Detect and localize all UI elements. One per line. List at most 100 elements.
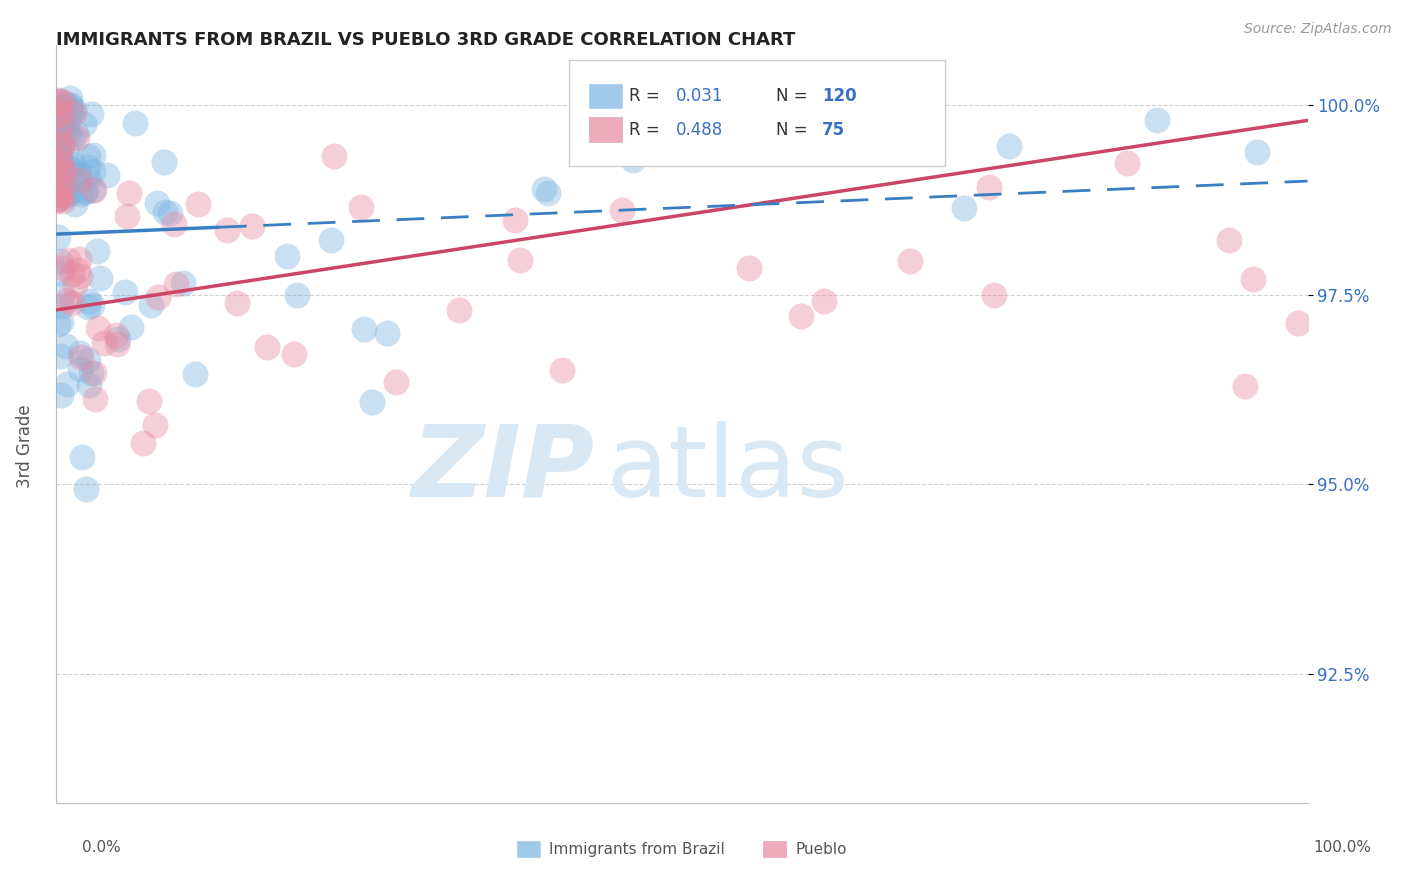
Point: [69, 172, 91, 186]
Point: [145, 196, 167, 211]
Point: [55, 293, 77, 308]
Point: [80, 107, 103, 121]
Point: [48, 171, 70, 186]
Point: [56, 144, 79, 158]
Point: [56, 178, 79, 192]
Point: [48, 116, 70, 130]
Point: [145, 418, 167, 433]
Point: [69, 187, 91, 202]
Point: [70, 350, 93, 364]
Point: [49, 190, 72, 204]
Point: [77, 293, 100, 308]
Point: [505, 213, 527, 227]
Text: 0.0%: 0.0%: [82, 840, 121, 855]
Point: [55, 165, 77, 179]
Point: [51, 114, 73, 128]
FancyBboxPatch shape: [569, 60, 945, 166]
Point: [59, 91, 82, 105]
Point: [159, 206, 181, 220]
Point: [45, 194, 67, 209]
Point: [84, 392, 107, 406]
Point: [1116, 156, 1139, 170]
Point: [60, 131, 83, 145]
Point: [124, 116, 146, 130]
Point: [65, 131, 87, 145]
Point: [55, 339, 77, 353]
Point: [790, 309, 813, 323]
Point: [59, 98, 82, 112]
Text: 0.488: 0.488: [676, 120, 723, 138]
Point: [51, 136, 73, 151]
Point: [48, 161, 70, 176]
Point: [51, 287, 73, 301]
Point: [77, 300, 100, 314]
Point: [350, 200, 373, 214]
Point: [48, 151, 70, 165]
Point: [45, 166, 67, 180]
Text: R =: R =: [630, 87, 665, 105]
Point: [322, 149, 344, 163]
Point: [977, 179, 1000, 194]
Point: [46, 154, 69, 169]
Point: [48, 160, 70, 174]
Point: [138, 393, 160, 408]
Point: [53, 186, 76, 201]
Point: [738, 260, 761, 275]
Point: [48, 138, 70, 153]
Point: [49, 144, 72, 158]
Text: 75: 75: [823, 120, 845, 138]
Point: [55, 96, 77, 111]
Text: 0.031: 0.031: [676, 87, 723, 105]
Text: 100.0%: 100.0%: [1313, 840, 1372, 855]
Point: [49, 109, 72, 123]
Point: [89, 271, 111, 285]
Point: [184, 367, 207, 381]
Point: [46, 171, 69, 186]
Point: [240, 219, 263, 234]
Point: [48, 188, 70, 202]
Point: [163, 217, 186, 231]
Point: [67, 252, 90, 266]
Point: [48, 151, 70, 165]
Point: [813, 293, 835, 308]
Point: [49, 118, 72, 132]
Point: [45, 106, 67, 120]
Point: [75, 482, 97, 496]
Point: [48, 173, 70, 187]
Point: [45, 107, 67, 121]
Point: [132, 436, 155, 450]
Point: [384, 376, 406, 390]
Point: [49, 153, 72, 167]
Point: [77, 160, 100, 174]
Point: [76, 170, 98, 185]
Point: [52, 162, 75, 177]
Point: [46, 170, 69, 185]
Point: [60, 103, 83, 118]
Point: [283, 346, 305, 360]
Legend: Immigrants from Brazil, Pueblo: Immigrants from Brazil, Pueblo: [510, 835, 853, 863]
Point: [60, 162, 83, 177]
Point: [48, 130, 70, 145]
Point: [894, 119, 917, 133]
Point: [63, 103, 86, 118]
Point: [998, 138, 1021, 153]
Point: [141, 298, 163, 312]
Point: [46, 192, 69, 206]
Point: [77, 378, 100, 392]
Point: [51, 387, 73, 401]
Point: [285, 288, 308, 302]
Point: [66, 166, 89, 180]
Point: [60, 268, 83, 282]
Text: IMMIGRANTS FROM BRAZIL VS PUEBLO 3RD GRADE CORRELATION CHART: IMMIGRANTS FROM BRAZIL VS PUEBLO 3RD GRA…: [56, 31, 796, 49]
Point: [96, 168, 118, 182]
Point: [82, 298, 104, 312]
Point: [49, 105, 72, 120]
Point: [46, 318, 69, 332]
Text: atlas: atlas: [607, 421, 848, 517]
Point: [86, 321, 108, 335]
Point: [46, 189, 69, 203]
Point: [509, 252, 531, 267]
Point: [45, 158, 67, 172]
Point: [77, 353, 100, 368]
Point: [117, 209, 139, 223]
